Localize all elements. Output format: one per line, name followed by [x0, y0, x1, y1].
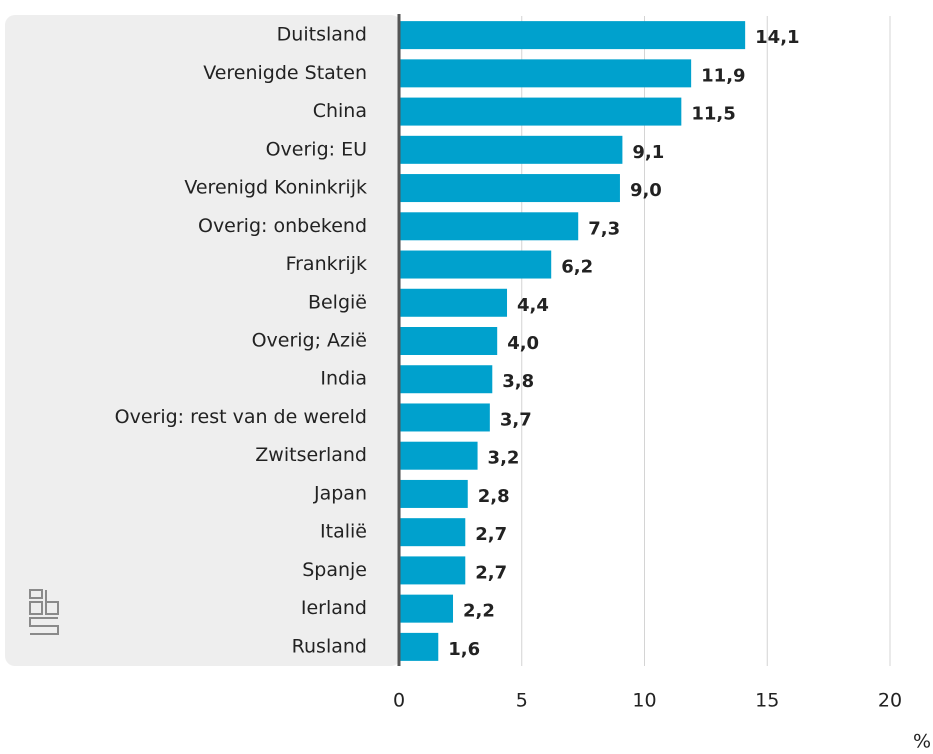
x-tick-label: 0 [393, 690, 405, 712]
label-panel [5, 15, 401, 666]
value-label: 3,2 [488, 448, 520, 469]
value-label: 9,1 [632, 142, 664, 163]
y-tick-label: Italië [320, 521, 367, 543]
bar [399, 479, 468, 508]
y-tick-label: Overig: onbekend [198, 215, 367, 237]
y-tick-label: China [313, 100, 367, 122]
bar [399, 441, 478, 470]
value-label: 11,5 [691, 104, 735, 125]
y-tick-label: België [308, 291, 367, 313]
value-label: 14,1 [755, 27, 799, 48]
x-tick-label: 15 [755, 690, 779, 712]
value-label: 3,7 [500, 409, 532, 430]
bar [399, 594, 454, 623]
x-axis-label: % [913, 731, 931, 753]
value-label: 2,7 [475, 562, 507, 583]
bar [399, 250, 552, 279]
value-label: 9,0 [630, 180, 662, 201]
y-tick-label: Verenigde Staten [203, 62, 367, 84]
bar [399, 135, 623, 164]
bar [399, 21, 746, 50]
value-label: 7,3 [588, 218, 620, 239]
x-tick-label: 20 [878, 690, 902, 712]
y-tick-label: Overig: rest van de wereld [115, 406, 367, 428]
value-label: 3,8 [502, 371, 534, 392]
value-label: 1,6 [448, 639, 480, 660]
y-tick-label: Overig; Azië [252, 330, 367, 352]
value-label: 6,2 [561, 257, 593, 278]
bar [399, 97, 682, 126]
y-tick-label: India [320, 368, 367, 390]
bar [399, 365, 493, 394]
bar [399, 59, 692, 88]
y-tick-label: Spanje [302, 559, 367, 581]
bar [399, 632, 439, 661]
y-tick-label: Frankrijk [286, 253, 367, 275]
bar [399, 327, 498, 355]
y-tick-label: Overig: EU [266, 138, 367, 160]
y-tick-label: Verenigd Koninkrijk [184, 177, 367, 199]
y-tick-label: Japan [313, 482, 367, 504]
bar [399, 556, 466, 585]
bar [399, 403, 490, 432]
bar [399, 288, 508, 317]
bar [399, 174, 620, 203]
bar [399, 518, 466, 547]
value-label: 2,7 [475, 524, 507, 545]
value-label: 2,8 [478, 486, 510, 507]
x-tick-label: 10 [632, 690, 656, 712]
y-tick-label: Ierland [301, 597, 367, 619]
value-label: 2,2 [463, 601, 495, 622]
value-label: 11,9 [701, 65, 745, 86]
value-label: 4,0 [507, 333, 539, 354]
y-tick-label: Rusland [292, 635, 367, 657]
bar [399, 212, 579, 241]
y-tick-label: Duitsland [277, 24, 367, 46]
value-label: 4,4 [517, 295, 549, 316]
y-tick-label: Zwitserland [255, 444, 367, 466]
cbs-logo [29, 589, 59, 635]
x-tick-label: 5 [516, 690, 528, 712]
